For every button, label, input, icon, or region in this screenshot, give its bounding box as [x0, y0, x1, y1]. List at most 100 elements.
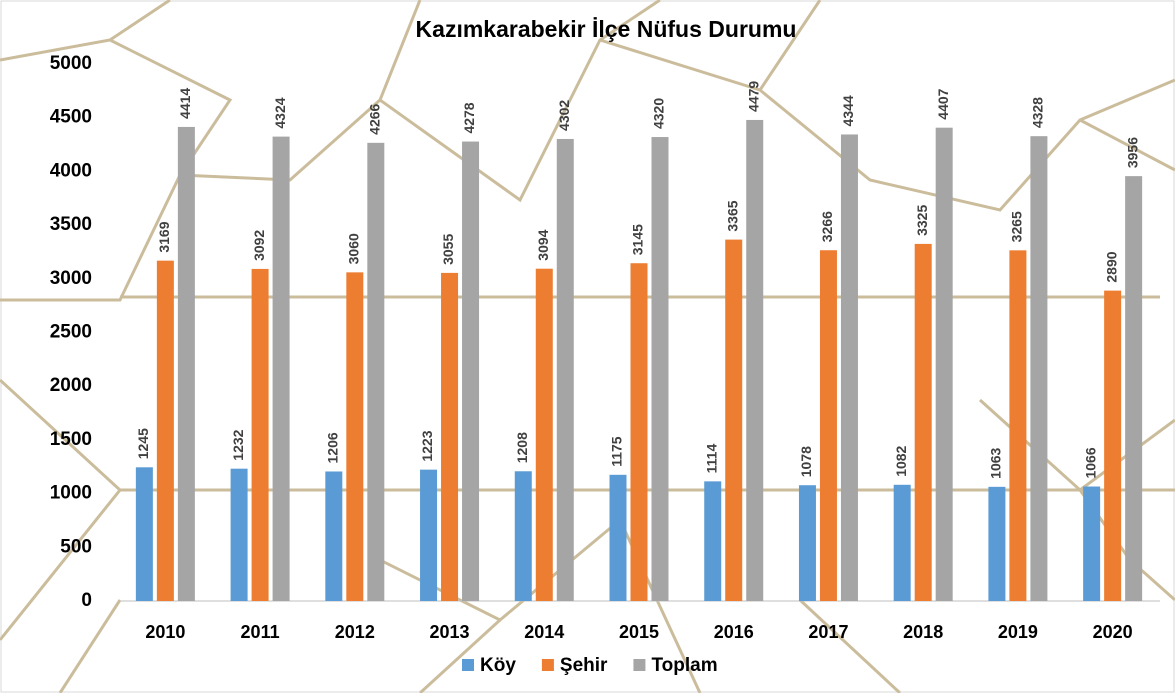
y-tick-label: 1000 [50, 483, 92, 504]
pattern-line [1079, 118, 1175, 172]
value-label: 3060 [346, 233, 362, 264]
value-label: 3266 [819, 211, 835, 242]
value-label: 3365 [724, 200, 740, 231]
pattern-line [978, 398, 1175, 492]
x-tick-label: 2016 [714, 622, 754, 642]
y-tick-label: 3000 [50, 268, 92, 289]
value-label: 3055 [440, 234, 456, 265]
bar [819, 250, 837, 601]
value-label: 1082 [893, 445, 909, 476]
x-tick-label: 2020 [1093, 622, 1133, 642]
x-tick-label: 2013 [430, 622, 470, 642]
pattern-line [798, 598, 902, 693]
bar [1083, 486, 1101, 601]
pattern-line [599, 0, 822, 92]
value-label: 4407 [935, 88, 951, 119]
pattern-line [418, 618, 502, 693]
value-label: 4278 [461, 102, 477, 133]
value-label: 1066 [1082, 447, 1098, 478]
value-label: 4266 [367, 103, 383, 134]
bar [535, 268, 553, 601]
value-label: 1208 [514, 432, 530, 463]
value-label: 3956 [1124, 137, 1140, 168]
legend-swatch [541, 659, 554, 671]
value-label: 1175 [609, 436, 625, 467]
value-label: 1114 [703, 444, 719, 474]
legend-label: Şehir [560, 655, 608, 676]
x-tick-label: 2014 [524, 622, 564, 642]
pattern-line [0, 378, 123, 641]
value-label: 1078 [798, 446, 814, 477]
y-tick-label: 500 [60, 536, 92, 557]
bar [272, 136, 290, 601]
value-label: 3094 [535, 229, 551, 260]
pattern-line [58, 599, 122, 693]
legend-label: Toplam [651, 655, 717, 676]
bar [462, 141, 480, 602]
value-label: 4328 [1030, 97, 1046, 128]
x-tick-label: 2012 [335, 622, 375, 642]
value-label: 1223 [419, 430, 435, 461]
bar [746, 119, 764, 602]
bar [441, 272, 459, 601]
value-label: 2890 [1103, 251, 1119, 282]
pattern-line [379, 0, 661, 203]
value-label: 4320 [651, 98, 667, 129]
bar [609, 474, 627, 601]
pattern-line [759, 78, 1175, 212]
bar [988, 486, 1006, 601]
value-label: 3145 [630, 224, 646, 255]
bar [325, 471, 343, 601]
value-label: 1245 [135, 428, 151, 459]
bar [651, 137, 669, 602]
value-label: 4344 [840, 95, 856, 126]
value-label: 4324 [272, 97, 288, 128]
x-tick-label: 2017 [808, 622, 848, 642]
bar [230, 468, 248, 601]
y-tick-label: 3500 [50, 214, 92, 235]
value-label: 4479 [745, 81, 761, 112]
pattern-line [0, 38, 233, 302]
value-label: 4302 [556, 100, 572, 131]
pattern-line [0, 0, 171, 62]
bar [704, 481, 722, 601]
bar [251, 268, 269, 601]
bar [420, 469, 438, 601]
y-tick-label: 1500 [50, 429, 92, 450]
legend-swatch [633, 659, 646, 671]
bar [630, 263, 648, 601]
value-label: 1063 [988, 447, 1004, 478]
bar [725, 239, 743, 601]
value-label: 3325 [914, 205, 930, 236]
value-label: 3265 [1009, 211, 1025, 242]
bar [1009, 250, 1027, 602]
y-tick-label: 0 [81, 590, 92, 611]
bar [935, 127, 953, 601]
bar [914, 243, 932, 601]
bar [840, 134, 858, 601]
bar [346, 272, 364, 601]
y-tick-label: 4000 [50, 160, 92, 181]
bar [156, 260, 174, 601]
bar [135, 467, 153, 601]
x-tick-label: 2015 [619, 622, 659, 642]
legend-label: Köy [480, 655, 516, 676]
bar [1104, 290, 1122, 601]
bar [1125, 176, 1143, 601]
chart-title: Kazımkarabekir İlçe Nüfus Durumu [416, 16, 797, 42]
x-tick-label: 2011 [241, 622, 280, 642]
bar [1030, 136, 1048, 602]
legend-swatch [462, 659, 474, 671]
value-label: 3092 [251, 230, 267, 261]
y-tick-label: 2000 [50, 375, 92, 396]
bar [177, 126, 195, 601]
bar [798, 485, 816, 601]
y-tick-label: 2500 [50, 322, 92, 343]
x-tick-label: 2019 [998, 622, 1038, 642]
bar [514, 471, 532, 601]
value-label: 4414 [177, 88, 193, 119]
x-tick-label: 2010 [145, 622, 185, 642]
